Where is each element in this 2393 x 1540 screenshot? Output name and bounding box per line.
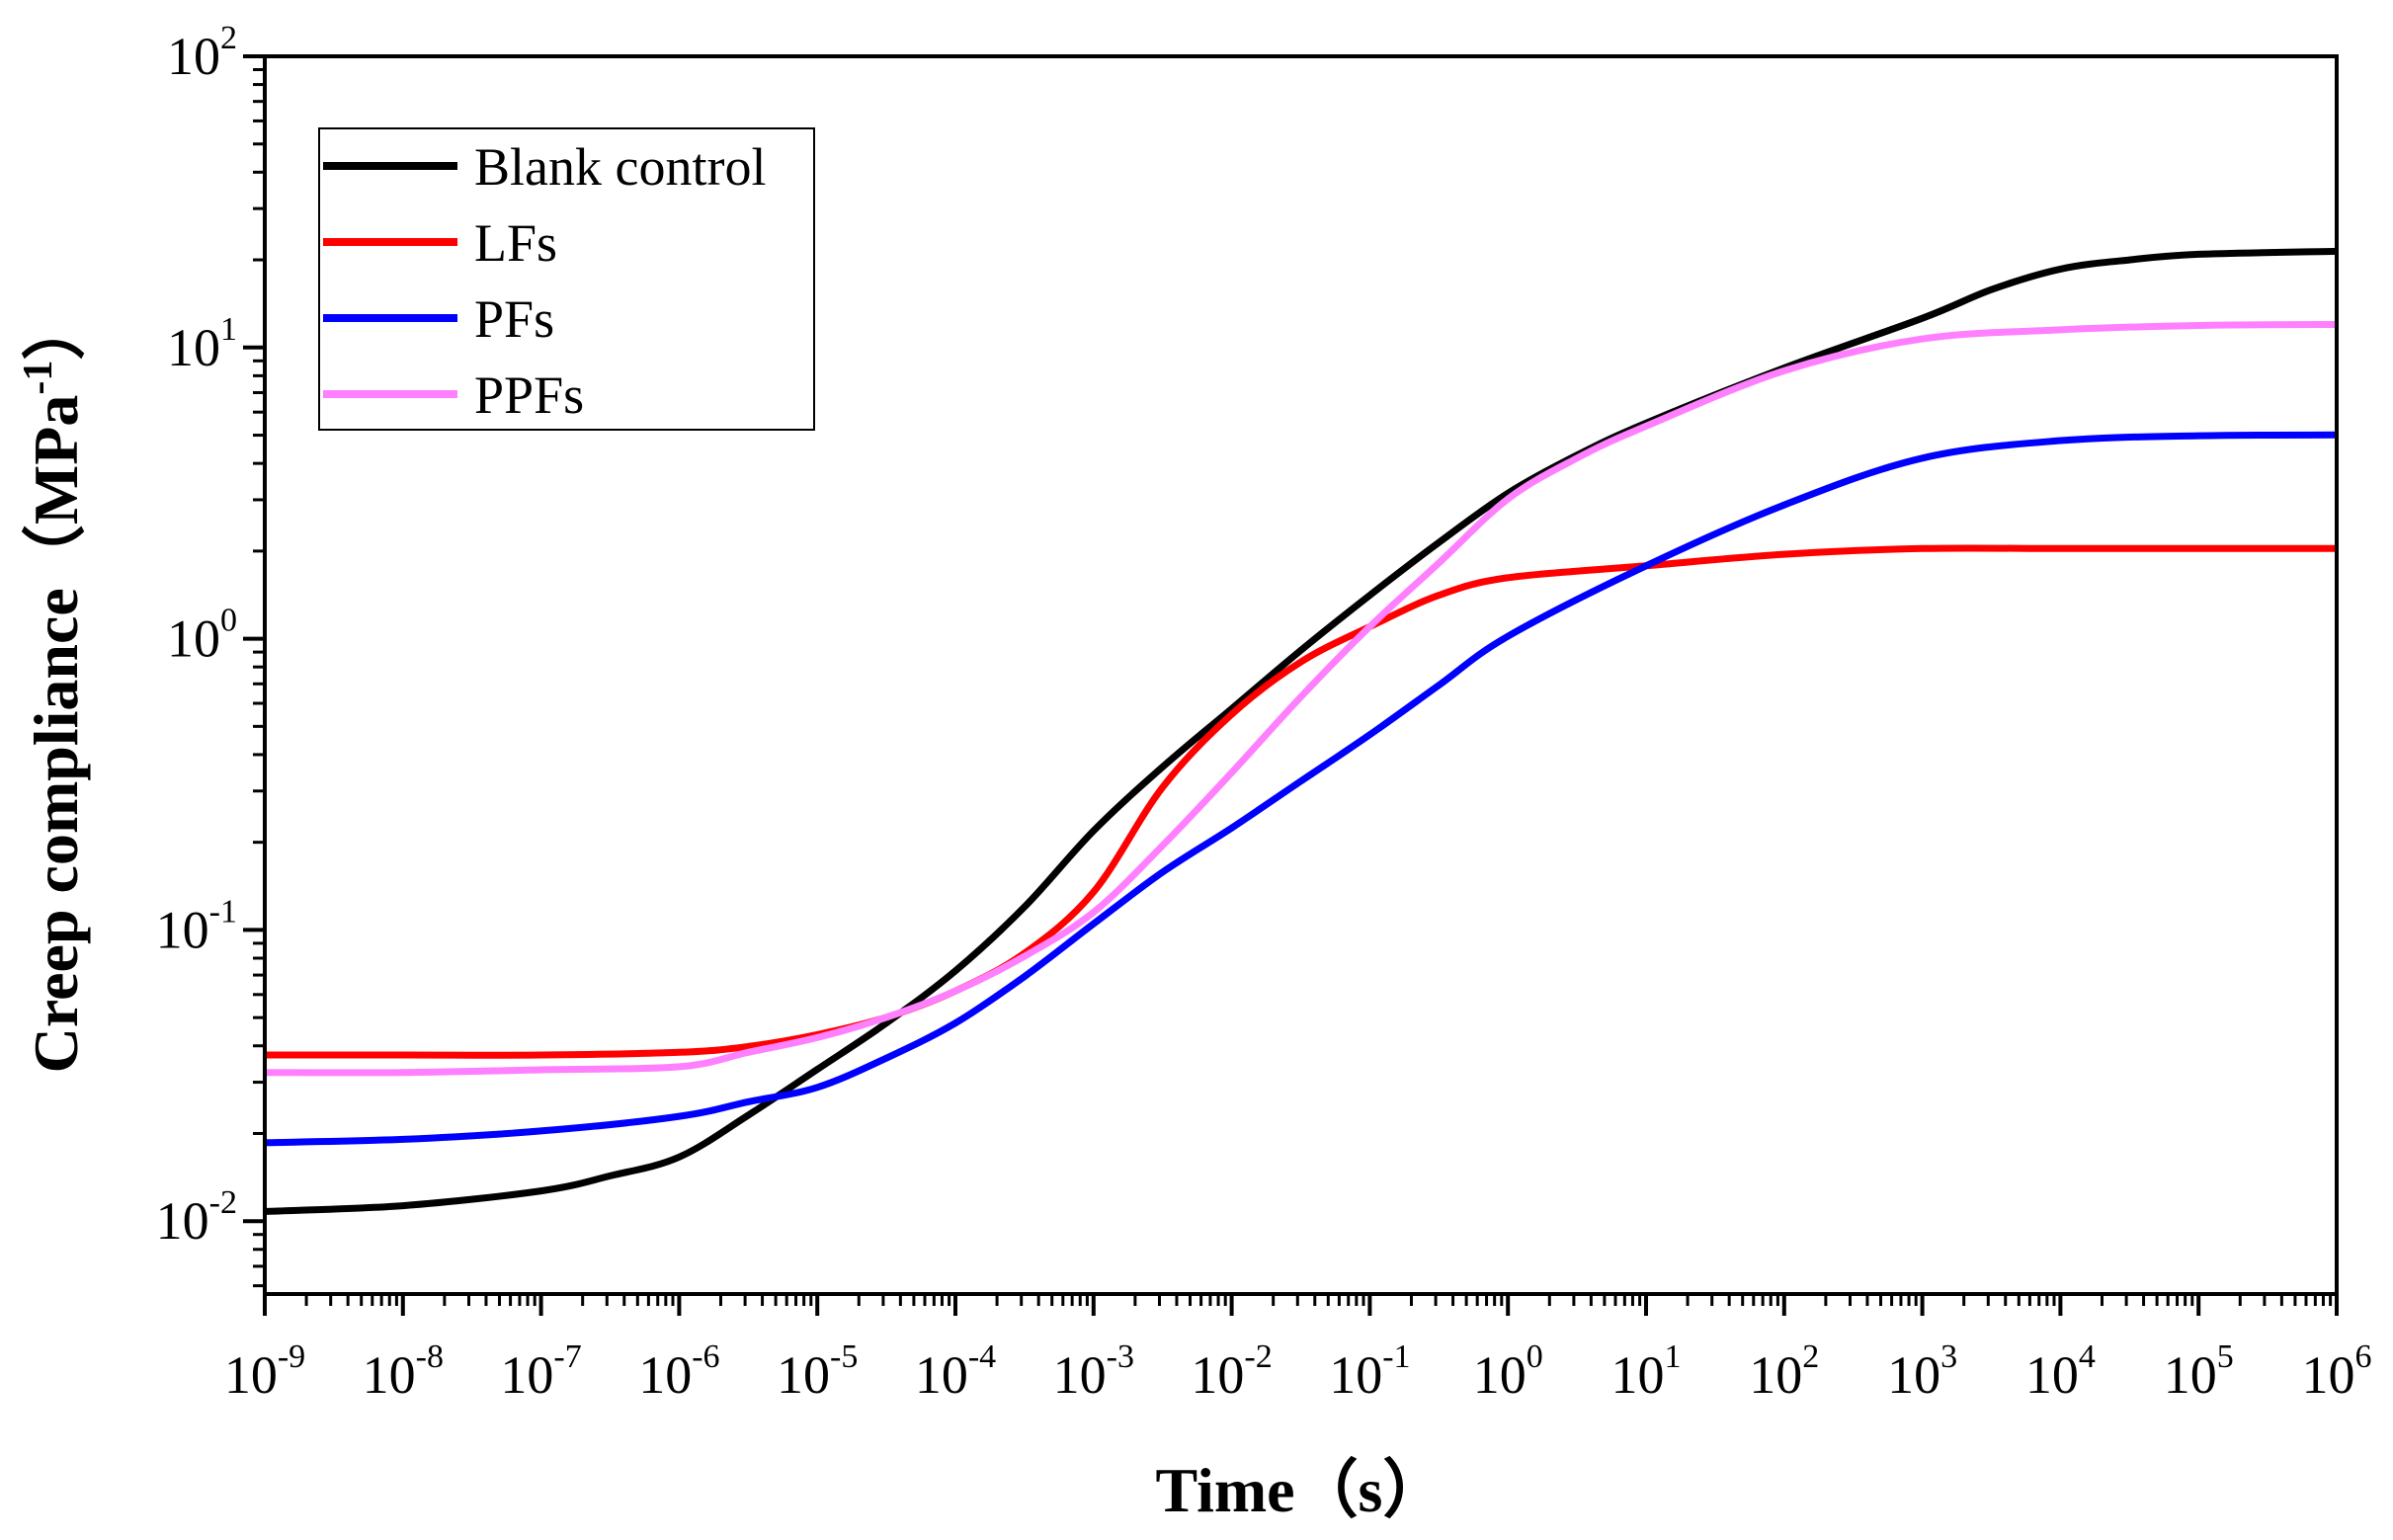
legend-label-1: LFs [474, 213, 557, 273]
x-tick-label: 10-9 [224, 1338, 305, 1405]
x-tick-label: 10-3 [1053, 1338, 1134, 1405]
y-axis: 10-2 10-1 100 101 102 [156, 20, 265, 1288]
legend-label-3: PPFs [474, 365, 584, 425]
plot-frame [263, 54, 2339, 1296]
x-axis: 10-9 10-8 10-7 10-6 10-5 10-4 10-3 10-2 10-1 100 1… [224, 1294, 2372, 1405]
x-tick-label: 10-4 [915, 1338, 996, 1405]
x-tick-label: 105 [2164, 1338, 2234, 1405]
x-axis-title: Time（s） [1156, 1455, 1446, 1525]
y-tick-label: 100 [167, 603, 237, 669]
x-tick-label: 102 [1749, 1338, 1819, 1405]
x-tick-label: 104 [2025, 1338, 2096, 1405]
legend: Blank control LFs PFs PPFs [318, 127, 815, 431]
x-tick-label: 10-5 [777, 1338, 858, 1405]
x-tick-label: 10-7 [500, 1338, 581, 1405]
series-line-1 [264, 544, 2337, 1059]
y-tick-label: 10-2 [156, 1184, 237, 1251]
x-tick-label: 10-2 [1191, 1338, 1272, 1405]
x-tick-label: 101 [1611, 1338, 1682, 1405]
series-line-0 [264, 247, 2338, 1215]
x-tick-label: 10-1 [1329, 1338, 1410, 1405]
x-tick-label: 103 [1887, 1338, 1957, 1405]
y-tick-label: 102 [167, 20, 237, 86]
legend-label-2: PFs [474, 289, 554, 349]
x-tick-label: 106 [2302, 1338, 2372, 1405]
series-line-3 [264, 321, 2338, 1077]
legend-label-0: Blank control [474, 137, 766, 197]
x-tick-label: 10-6 [638, 1338, 719, 1405]
y-tick-label: 101 [167, 311, 237, 377]
series-line-2 [264, 431, 2338, 1147]
x-tick-label: 100 [1473, 1338, 1543, 1405]
series-layer [264, 247, 2338, 1215]
y-axis-title: Creep compliance（MPa-1） [16, 297, 91, 1074]
y-tick-label: 10-1 [156, 893, 237, 959]
legend-box [318, 127, 815, 431]
x-tick-label: 10-8 [363, 1338, 444, 1405]
